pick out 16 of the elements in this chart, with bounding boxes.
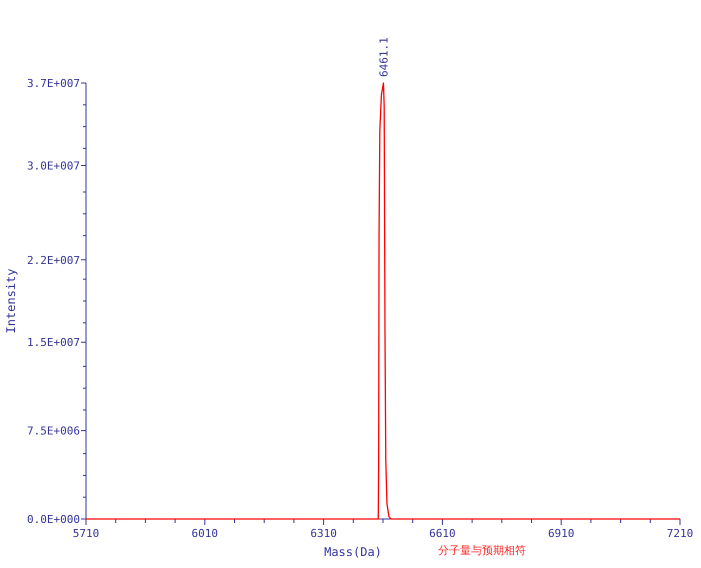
text: 分子量与预期相符 <box>438 544 526 557</box>
y-tick-label: 0.0E+000 <box>27 513 80 526</box>
x-tick-label: 6010 <box>192 527 218 540</box>
x-axis-title: Mass(Da) <box>324 545 382 559</box>
x-tick-label: 6610 <box>429 527 456 540</box>
x-tick-label: 6310 <box>310 527 337 540</box>
annotation: 6461.1 <box>377 37 390 77</box>
y-axis-title: Intensity <box>4 268 18 334</box>
y-tick-label: 3.7E+007 <box>27 77 80 90</box>
y-tick-label: 7.5E+006 <box>27 424 80 438</box>
y-tick-label: 2.2E+007 <box>27 254 80 267</box>
y-tick-label: 1.5E+007 <box>27 336 80 350</box>
y-tick-label: 3.0E+007 <box>27 159 80 172</box>
x-tick-label: 7210 <box>666 527 694 540</box>
x-tick-label: 6910 <box>548 527 574 540</box>
x-tick-label: 5710 <box>72 527 100 540</box>
